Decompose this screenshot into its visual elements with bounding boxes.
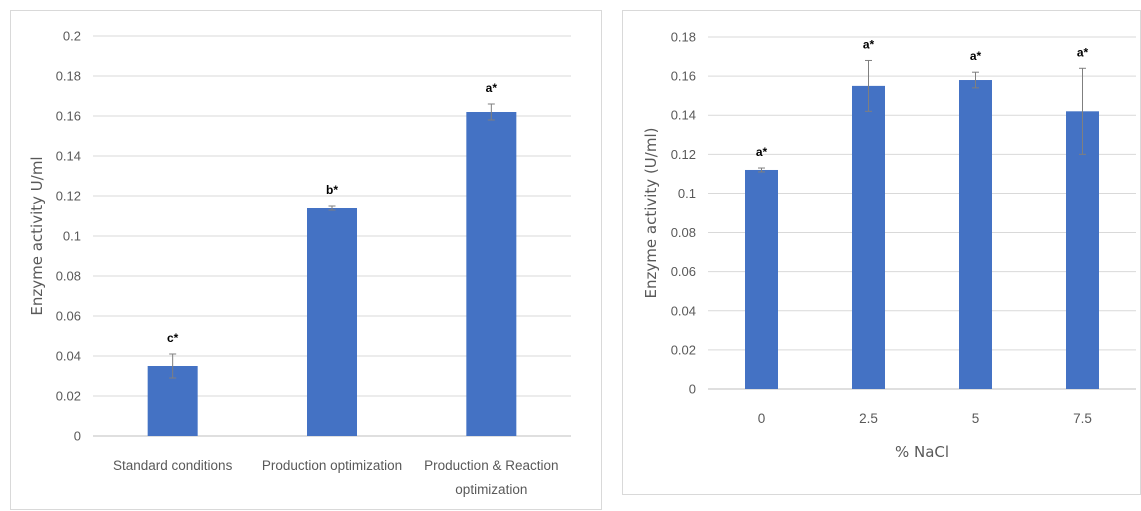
y-tick-label: 0.04 xyxy=(56,349,81,364)
y-axis-title: Enzyme activity (U/ml) xyxy=(642,128,660,299)
y-tick-label: 0.08 xyxy=(56,269,81,284)
x-axis-title: % NaCl xyxy=(895,443,949,461)
significance-label: a* xyxy=(756,145,768,159)
category-label: 5 xyxy=(972,411,980,426)
significance-label: c* xyxy=(167,331,179,345)
category-label: Production optimization xyxy=(262,458,402,473)
chart-left: 0 0.02 0.04 0.06 0.08 0.1 0.12 0.14 0.16 0.18 0.2 c… xyxy=(10,10,602,510)
y-tick-label: 0.06 xyxy=(56,309,81,324)
significance-label: a* xyxy=(863,37,875,51)
chart-left-svg: 0 0.02 0.04 0.06 0.08 0.1 0.12 0.14 0.16 0.18 0.2 c… xyxy=(28,29,571,497)
significance-label: a* xyxy=(1077,45,1089,59)
bar xyxy=(1066,111,1099,390)
y-tick-label: 0.18 xyxy=(671,30,696,45)
y-tick-label: 0.12 xyxy=(671,147,696,162)
y-tick-label: 0.16 xyxy=(671,69,696,84)
significance-label: b* xyxy=(326,183,338,197)
y-tick-label: 0.2 xyxy=(63,29,81,44)
category-label: 7.5 xyxy=(1073,411,1092,426)
y-tick-label: 0 xyxy=(689,382,696,397)
y-tick-label: 0.02 xyxy=(56,389,81,404)
bar xyxy=(307,208,357,436)
significance-label: a* xyxy=(486,81,498,95)
chart-right-svg: 0 0.02 0.04 0.06 0.08 0.1 0.12 0.14 0.16 0.18 a* 0 a… xyxy=(642,30,1136,461)
significance-label: a* xyxy=(970,49,982,63)
y-tick-label: 0.04 xyxy=(671,303,696,318)
y-tick-label: 0.08 xyxy=(671,225,696,240)
y-tick-label: 0.18 xyxy=(56,69,81,84)
y-axis-title: Enzyme activity U/ml xyxy=(28,156,46,315)
y-tick-label: 0 xyxy=(74,429,81,444)
chart-right: 0 0.02 0.04 0.06 0.08 0.1 0.12 0.14 0.16 0.18 a* 0 a… xyxy=(622,10,1141,495)
y-tick-label: 0.1 xyxy=(63,229,81,244)
category-label: 0 xyxy=(758,411,766,426)
category-label: optimization xyxy=(455,482,527,497)
y-tick-label: 0.14 xyxy=(56,149,81,164)
y-tick-label: 0.02 xyxy=(671,342,696,357)
bar xyxy=(852,85,885,389)
category-label: 2.5 xyxy=(859,411,878,426)
y-tick-label: 0.16 xyxy=(56,109,81,124)
bar xyxy=(959,80,992,390)
bar xyxy=(466,112,517,436)
y-tick-label: 0.14 xyxy=(671,108,696,123)
category-label: Production & Reaction xyxy=(424,458,558,473)
y-tick-label: 0.12 xyxy=(56,189,81,204)
y-tick-label: 0.06 xyxy=(671,264,696,279)
category-label: Standard conditions xyxy=(113,458,233,473)
y-tick-label: 0.1 xyxy=(678,186,696,201)
bar xyxy=(745,169,778,389)
